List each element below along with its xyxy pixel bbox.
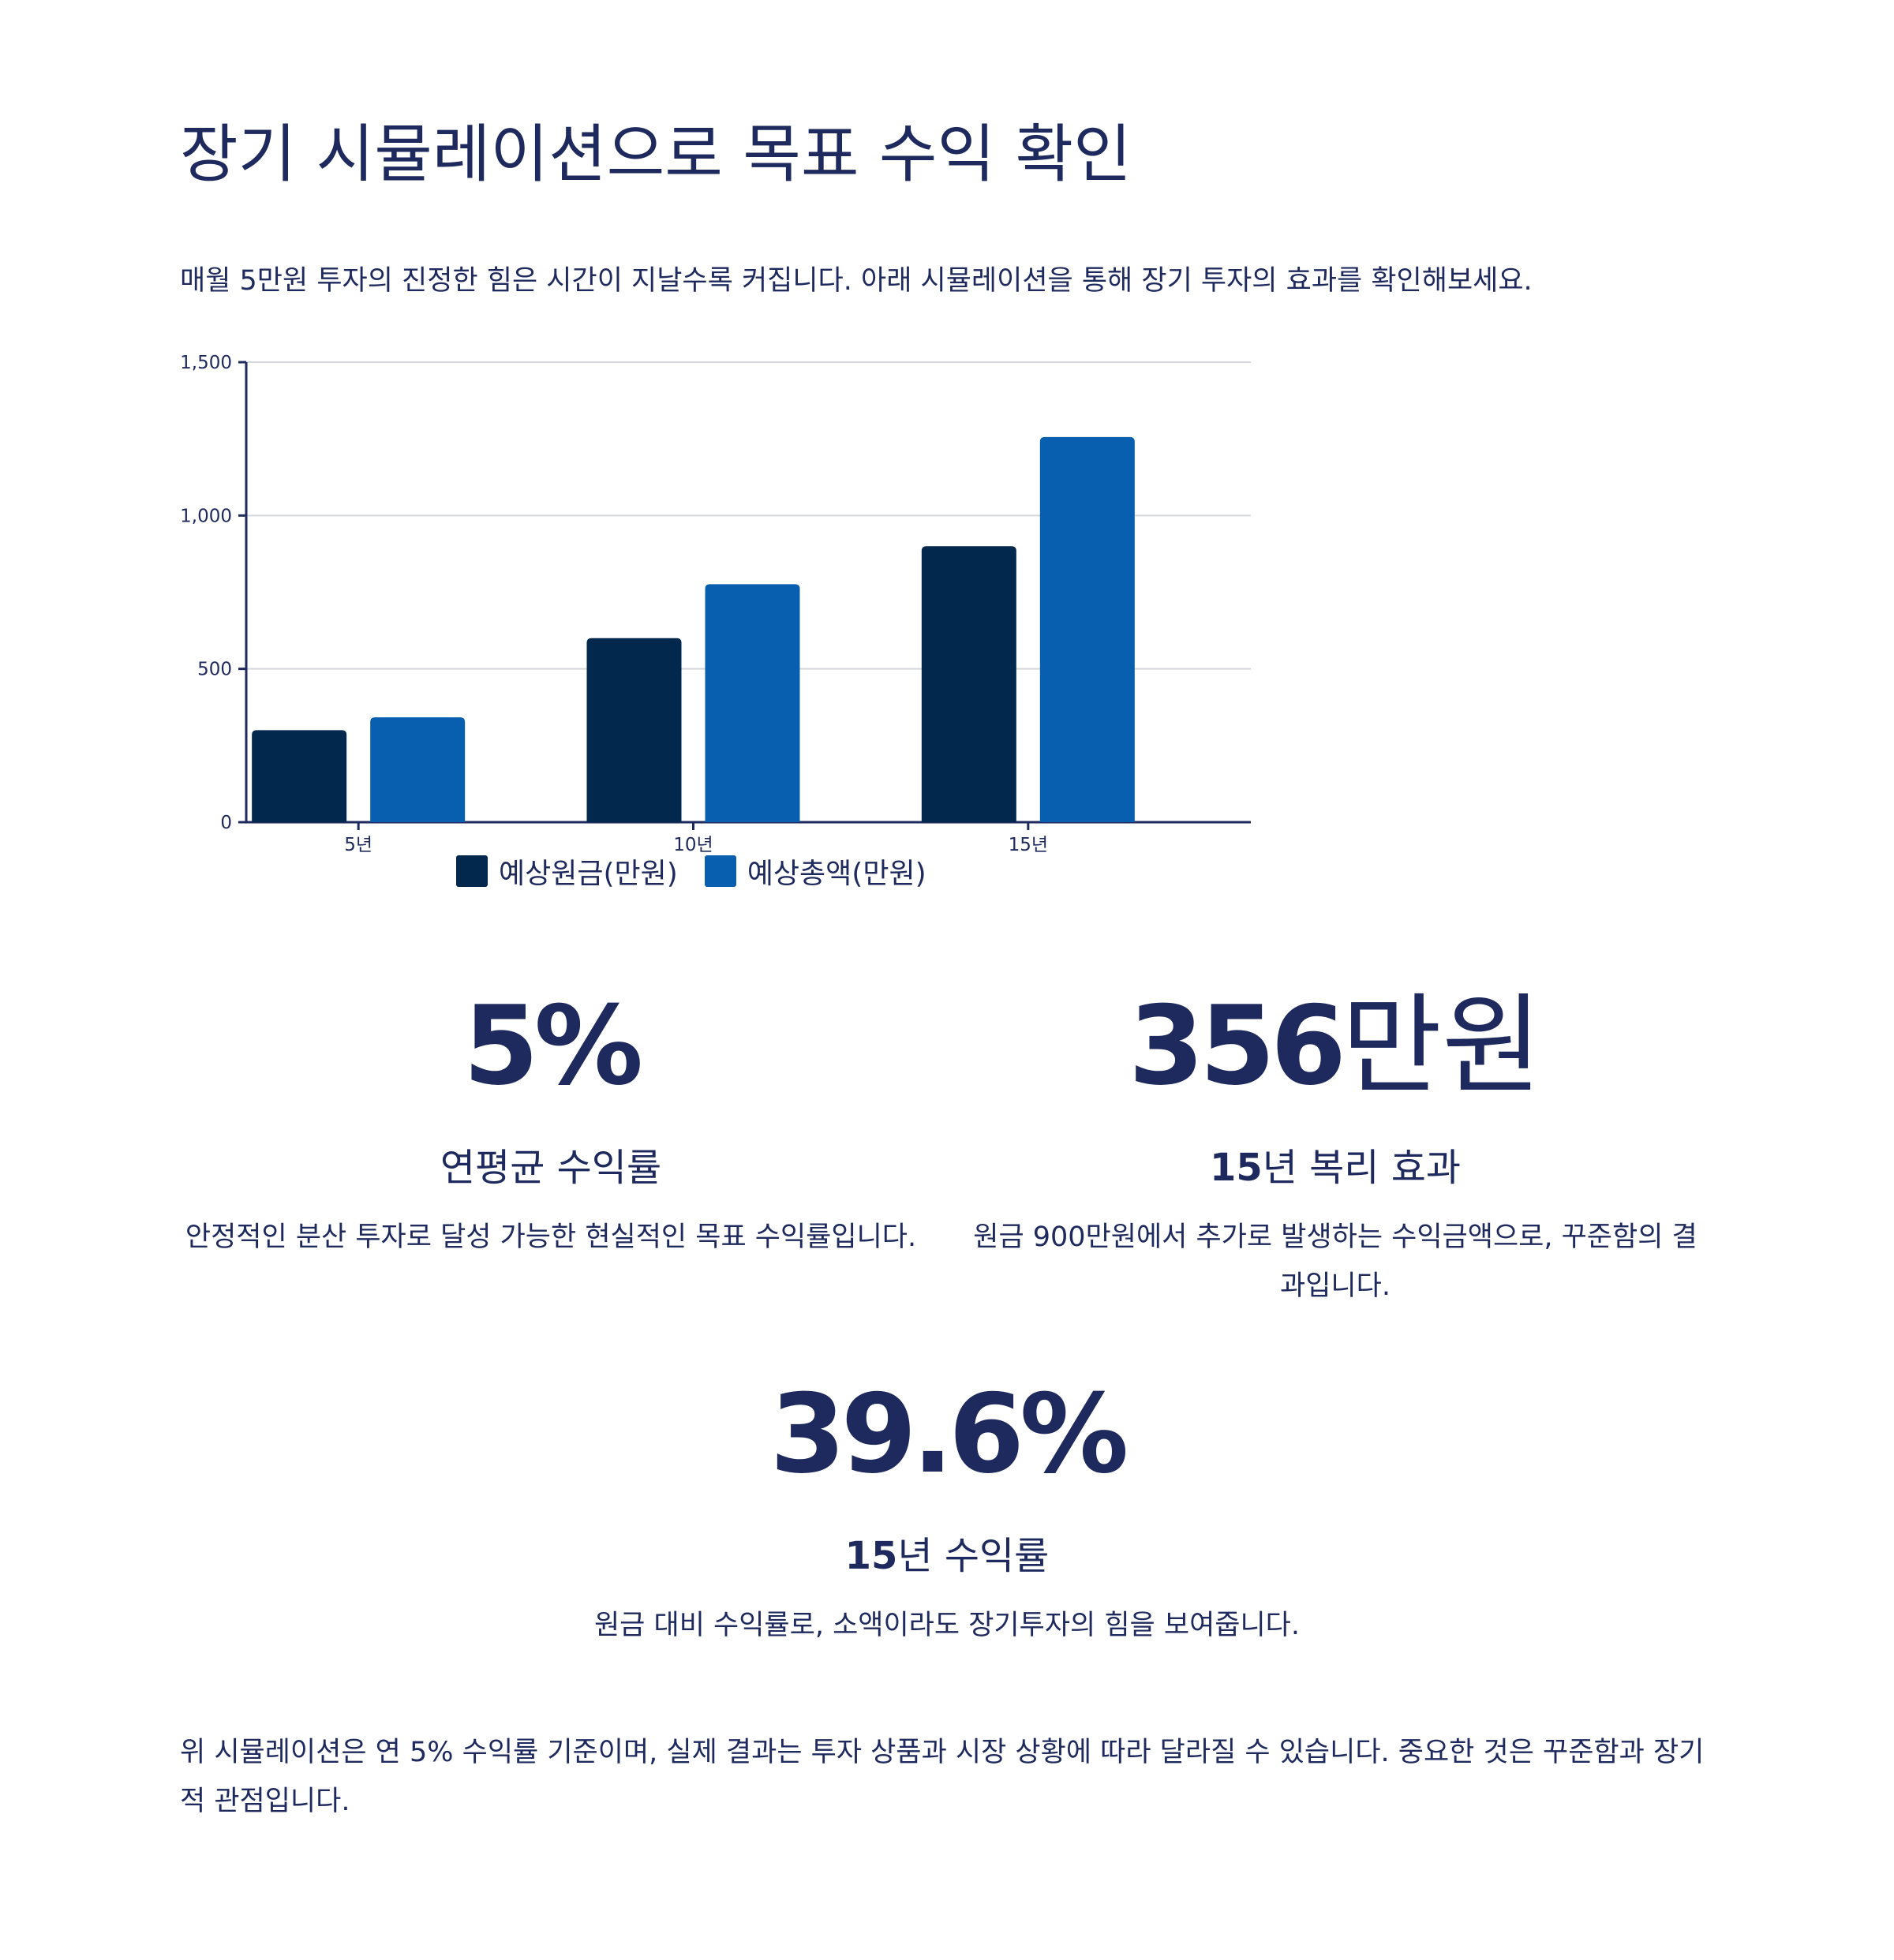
legend-label-total: 예상총액(만원): [747, 858, 926, 890]
y-tick-label: 0: [220, 813, 232, 833]
stat-label: 연평균 수익률: [440, 1145, 662, 1190]
footer-note: 위 시뮬레이션은 연 5% 수익률 기준이며, 실제 결과는 투자 상품과 시장…: [180, 1737, 1705, 1817]
stat-label-number: 15: [1209, 1145, 1263, 1190]
x-tick-label: 15년: [1009, 835, 1048, 855]
x-tick-label: 5년: [344, 835, 372, 855]
legend-swatch-principal: [456, 855, 488, 887]
bar-total: [1039, 436, 1135, 822]
stat-label: 15년 수익률: [568, 1534, 1326, 1580]
y-tick-label: 1,500: [180, 353, 232, 373]
stat-annual-return: 5% 연평균 수익률 안정적인 분산 투자로 달성 가능한 현실적인 목표 수익…: [180, 986, 922, 1262]
y-tick-label: 500: [197, 660, 232, 680]
stat-label: 15년 복리 효과: [964, 1146, 1706, 1191]
intro-text: 매월 5만원 투자의 진정한 힘은 시간이 지날수록 커집니다. 아래 시뮬레이…: [180, 265, 1533, 297]
y-tick-label: 1,000: [180, 506, 232, 526]
bar-principal: [586, 638, 682, 822]
stat-value: 39.6%: [769, 1371, 1129, 1498]
legend-item-total: 예상총액(만원): [704, 851, 926, 892]
bar-principal: [921, 546, 1016, 822]
legend-item-principal: 예상원금(만원): [456, 851, 678, 892]
stat-compound-effect: 356만원 15년 복리 효과 원금 900만원에서 추가로 발생하는 수익금액…: [964, 986, 1706, 1311]
legend-label-principal: 예상원금(만원): [499, 858, 678, 890]
stat-description: 안정적인 분산 투자로 달성 가능한 현실적인 목표 수익률입니다.: [185, 1221, 917, 1254]
stat-label-text: 년 복리 효과: [1262, 1145, 1462, 1190]
stat-description: 원금 900만원에서 추가로 발생하는 수익금액으로, 꾸준함의 결과입니다.: [973, 1221, 1697, 1303]
stat-label-number: 15: [844, 1533, 898, 1578]
stat-value: 5%: [462, 982, 643, 1109]
stat-value: 356만원: [964, 986, 1706, 1106]
stat-description: 원금 대비 수익률로, 소액이라도 장기투자의 힘을 보여줍니다.: [593, 1610, 1300, 1642]
bar-principal: [252, 730, 347, 822]
stat-label-text: 년 수익률: [897, 1533, 1050, 1578]
stat-value-unit: 만원: [1342, 982, 1542, 1109]
legend-swatch-total: [704, 855, 736, 887]
page-title: 장기 시뮬레이션으로 목표 수익 확인: [180, 118, 1132, 191]
chart-legend: 예상원금(만원) 예상총액(만원): [456, 851, 926, 892]
stat-value-number: 356: [1129, 982, 1346, 1109]
bar-total: [705, 584, 800, 822]
bar-total: [370, 717, 466, 822]
stat-15y-return: 39.6% 15년 수익률 원금 대비 수익률로, 소액이라도 장기투자의 힘을…: [568, 1375, 1326, 1650]
